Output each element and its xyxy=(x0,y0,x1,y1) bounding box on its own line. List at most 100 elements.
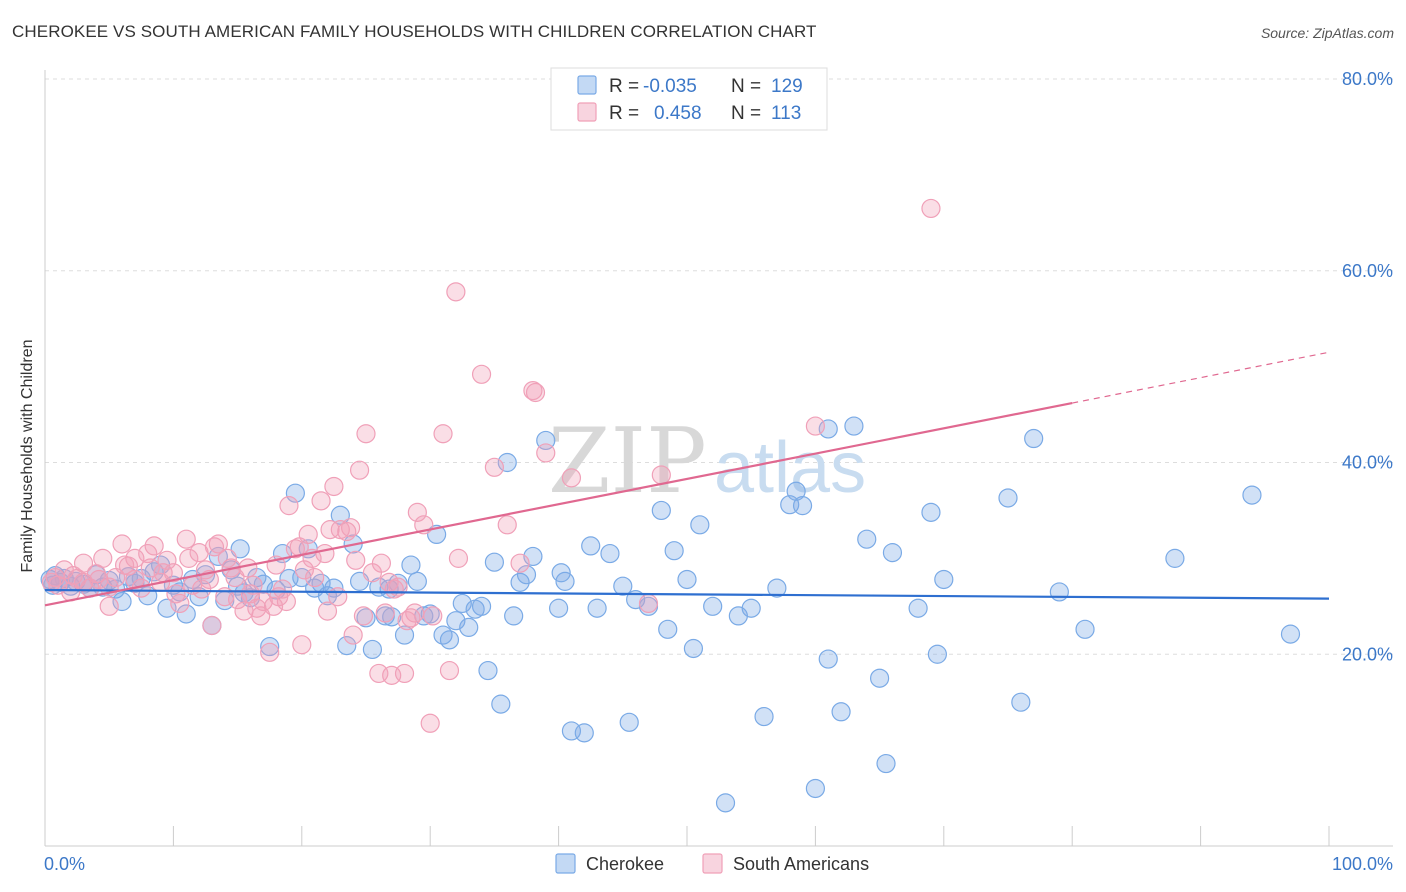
cherokee-point-47 xyxy=(330,505,350,525)
cherokee-point-97 xyxy=(715,793,736,813)
south-americans-point-97 xyxy=(89,569,109,590)
cherokee-point-100 xyxy=(754,706,774,727)
south-americans-point-79 xyxy=(179,548,199,568)
cherokee-point-25 xyxy=(189,587,209,607)
cherokee-point-69 xyxy=(471,596,492,616)
cherokee-point-72 xyxy=(491,694,511,714)
south-americans-point-72 xyxy=(651,465,671,485)
cherokee-point-58 xyxy=(401,555,421,575)
cherokee-point-99 xyxy=(741,598,761,618)
south-americans-point-53 xyxy=(375,603,395,623)
south-americans-point-62 xyxy=(439,660,460,681)
cherokee-point-36 xyxy=(260,636,280,657)
legend-swatch-south-americans xyxy=(577,102,597,122)
cherokee-point-40 xyxy=(285,483,305,503)
cherokee-point-23 xyxy=(176,604,196,624)
south-americans-point-101 xyxy=(192,579,212,599)
cherokee-point-87 xyxy=(619,712,639,732)
legend-swatch-cherokee xyxy=(577,75,597,95)
south-americans-point-66 xyxy=(497,515,517,535)
south-americans-point-42 xyxy=(305,567,325,588)
south-americans-point-111 xyxy=(448,548,469,568)
south-americans-point-96 xyxy=(63,566,83,586)
watermark: ZIP atlas xyxy=(548,409,866,514)
legend: R = -0.035 N = 129 R = 0.458 N = 113 xyxy=(550,67,828,131)
south-americans-point-6 xyxy=(73,553,94,573)
cherokee-point-101 xyxy=(767,578,787,598)
south-americans-point-104 xyxy=(276,591,296,612)
cherokee-point-67 xyxy=(459,617,479,638)
cherokee-point-57 xyxy=(394,625,415,645)
south-americans-point-40 xyxy=(292,635,312,655)
cherokee-point-123 xyxy=(1242,485,1262,505)
south-americans-point-99 xyxy=(140,558,160,578)
watermark-zip: ZIP xyxy=(548,409,707,514)
cherokee-point-125 xyxy=(230,539,250,559)
south-americans-point-17 xyxy=(144,536,164,556)
south-americans-point-47 xyxy=(337,521,357,542)
south-americans-point-64 xyxy=(471,364,492,384)
south-americans-point-10 xyxy=(99,596,119,616)
south-americans-point-90 xyxy=(204,537,225,557)
south-americans-point-69 xyxy=(536,443,556,463)
bottom-legend-swatch-cherokee xyxy=(555,853,576,874)
x-ticks xyxy=(172,826,1330,846)
south-americans-point-19 xyxy=(157,550,177,570)
cherokee-point-95 xyxy=(690,515,710,535)
cherokee-point-105 xyxy=(805,778,826,799)
legend-n-value-cherokee: 129 xyxy=(771,76,803,97)
legend-box xyxy=(550,67,828,131)
trend-lines xyxy=(44,351,1330,607)
south-americans-point-43 xyxy=(311,491,331,511)
legend-r-value-south-americans: 0.458 xyxy=(654,103,702,124)
south-americans-point-84 xyxy=(294,560,314,580)
cherokee-point-127 xyxy=(551,563,571,583)
south-americans-point-48 xyxy=(343,625,363,645)
cherokee-point-103 xyxy=(786,481,806,501)
y-tick-label-0: 20.0% xyxy=(1342,644,1393,664)
south-americans-trend-extension xyxy=(1072,351,1330,404)
cherokee-point-20 xyxy=(157,598,177,618)
south-americans-point-77 xyxy=(125,548,145,568)
south-americans-points xyxy=(41,198,941,733)
south-americans-point-9 xyxy=(93,548,113,568)
south-americans-point-86 xyxy=(346,550,366,570)
south-americans-point-89 xyxy=(397,611,417,631)
south-americans-point-87 xyxy=(371,553,392,573)
chart-source: Source: ZipAtlas.com xyxy=(1260,25,1394,41)
chart-title: CHEROKEE VS SOUTH AMERICAN FAMILY HOUSEH… xyxy=(12,22,817,41)
south-americans-point-74 xyxy=(921,198,941,219)
cherokee-point-111 xyxy=(876,753,896,774)
south-americans-point-44 xyxy=(317,601,338,621)
axes xyxy=(44,70,1393,847)
south-americans-point-71 xyxy=(638,593,659,614)
cherokee-point-76 xyxy=(516,565,537,585)
gridlines xyxy=(45,78,1393,655)
south-americans-point-58 xyxy=(407,502,427,522)
south-americans-point-109 xyxy=(405,603,425,623)
south-americans-point-112 xyxy=(525,382,546,403)
cherokee-point-108 xyxy=(844,416,864,436)
legend-r-label-cherokee: R = xyxy=(609,76,639,97)
south-americans-point-98 xyxy=(115,555,135,575)
south-americans-point-81 xyxy=(217,548,237,568)
cherokee-point-120 xyxy=(1049,582,1069,602)
cherokee-point-59 xyxy=(407,571,427,591)
y-tick-label-3: 80.0% xyxy=(1342,69,1393,89)
x-tick-label-min: 0.0% xyxy=(44,854,85,874)
cherokee-point-52 xyxy=(362,639,383,660)
cherokee-point-83 xyxy=(581,536,601,556)
cherokee-point-115 xyxy=(927,644,947,664)
cherokee-point-75 xyxy=(510,572,530,592)
cherokee-point-107 xyxy=(831,702,851,722)
south-americans-point-65 xyxy=(484,457,504,477)
south-americans-point-73 xyxy=(805,416,826,436)
cherokee-point-91 xyxy=(658,619,678,639)
south-americans-point-61 xyxy=(433,424,453,444)
legend-n-label-south-americans: N = xyxy=(731,103,761,124)
south-americans-point-110 xyxy=(423,606,443,626)
south-americans-point-107 xyxy=(353,606,374,626)
cherokee-point-118 xyxy=(1011,692,1031,712)
cherokee-point-94 xyxy=(683,638,704,659)
south-americans-point-50 xyxy=(356,424,376,444)
